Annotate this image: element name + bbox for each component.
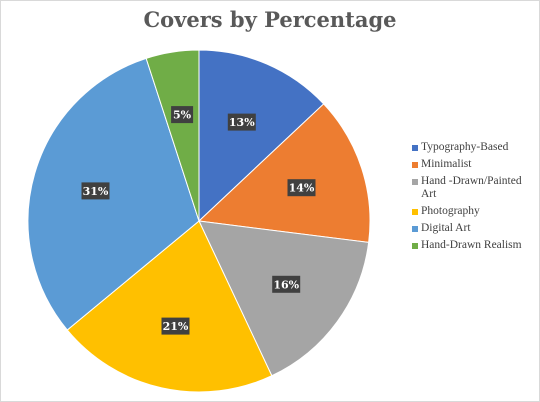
- chart-title: Covers by Percentage: [143, 7, 397, 32]
- pie-slice-5: [145, 49, 200, 222]
- legend-swatch-1: [412, 162, 418, 168]
- data-label-5: 5%: [171, 106, 194, 124]
- data-label-text-5: 5%: [173, 109, 192, 122]
- data-label-4: 31%: [81, 182, 110, 200]
- legend-label-5: Hand-Drawn Realism: [421, 239, 522, 251]
- data-label-box-1: [287, 179, 316, 197]
- pie-slice-4: [27, 57, 200, 331]
- legend-swatch-5: [412, 243, 418, 249]
- data-label-box-4: [81, 182, 110, 200]
- legend-label-3: Photography: [421, 205, 480, 217]
- legend-swatch-4: [412, 226, 418, 232]
- legend-item-1: Minimalist: [412, 158, 537, 171]
- legend-label-0: Typography-Based: [421, 141, 509, 153]
- legend-swatch-2: [412, 179, 418, 185]
- data-label-box-3: [161, 317, 190, 335]
- data-label-text-0: 13%: [229, 116, 255, 129]
- legend-item-5: Hand-Drawn Realism: [412, 239, 537, 252]
- data-label-text-2: 16%: [273, 278, 299, 291]
- pie-slice-1: [197, 103, 371, 243]
- data-label-text-1: 14%: [289, 182, 315, 195]
- data-label-box-5: [171, 106, 194, 124]
- pie-slice-3: [66, 220, 273, 393]
- data-label-1: 14%: [287, 179, 316, 197]
- data-label-text-3: 21%: [163, 320, 189, 333]
- legend-item-0: Typography-Based: [412, 141, 537, 154]
- data-label-text-4: 31%: [83, 185, 109, 198]
- data-label-box-2: [272, 275, 301, 293]
- pie-slice-0: [198, 49, 325, 223]
- legend-swatch-3: [412, 209, 418, 215]
- legend-item-4: Digital Art: [412, 222, 537, 235]
- data-label-0: 13%: [227, 113, 256, 131]
- legend-label-2: Hand -Drawn/Painted Art: [421, 175, 522, 200]
- data-label-box-0: [227, 113, 256, 131]
- legend-item-3: Photography: [412, 205, 537, 218]
- legend-swatch-0: [412, 145, 418, 151]
- pie-slice-2: [198, 220, 370, 377]
- legend-item-2: Hand -Drawn/Painted Art: [412, 175, 537, 201]
- chart-legend: Typography-Based Minimalist Hand -Drawn/Pa…: [412, 141, 537, 256]
- data-label-3: 21%: [161, 317, 190, 335]
- legend-label-1: Minimalist: [421, 158, 472, 170]
- legend-label-4: Digital Art: [421, 222, 471, 234]
- data-label-2: 16%: [272, 275, 301, 293]
